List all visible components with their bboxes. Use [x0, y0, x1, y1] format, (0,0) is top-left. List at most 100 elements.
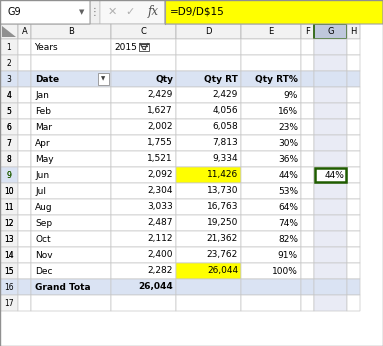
Text: 53%: 53% — [278, 186, 298, 195]
Bar — [241, 135, 301, 151]
Bar — [176, 215, 241, 231]
Text: 1,521: 1,521 — [147, 155, 173, 164]
Text: 4: 4 — [7, 91, 11, 100]
Bar — [301, 24, 314, 39]
Bar — [111, 119, 176, 135]
Bar — [241, 279, 301, 295]
Bar — [314, 215, 347, 231]
Bar — [0, 24, 18, 39]
Bar — [347, 151, 360, 167]
Text: Dec: Dec — [35, 266, 52, 275]
Text: 23,762: 23,762 — [207, 251, 238, 260]
Bar — [301, 71, 314, 87]
Text: 26,044: 26,044 — [207, 266, 238, 275]
Bar — [301, 263, 314, 279]
Bar — [111, 231, 176, 247]
Bar — [18, 183, 31, 199]
Bar — [31, 103, 111, 119]
Text: 7,813: 7,813 — [212, 138, 238, 147]
Bar — [111, 151, 176, 167]
Text: ⋮: ⋮ — [90, 7, 100, 17]
Bar — [347, 103, 360, 119]
Bar — [111, 135, 176, 151]
Text: 2,304: 2,304 — [147, 186, 173, 195]
Bar — [241, 295, 301, 311]
Bar — [347, 279, 360, 295]
Bar — [347, 215, 360, 231]
Text: 9: 9 — [7, 171, 11, 180]
Bar — [0, 279, 18, 295]
Bar — [18, 87, 31, 103]
Bar — [100, 0, 165, 24]
Text: 21,362: 21,362 — [207, 235, 238, 244]
Text: 44%: 44% — [324, 171, 344, 180]
Text: 17: 17 — [4, 299, 14, 308]
Bar — [176, 71, 241, 87]
Text: 2015: 2015 — [114, 43, 137, 52]
Text: =D9/D$15: =D9/D$15 — [170, 7, 225, 17]
Text: A: A — [21, 27, 27, 36]
Bar — [301, 215, 314, 231]
Bar — [314, 279, 347, 295]
Bar — [176, 183, 241, 199]
Text: 30%: 30% — [278, 138, 298, 147]
Bar — [18, 55, 31, 71]
Bar — [111, 199, 176, 215]
Bar — [347, 295, 360, 311]
Bar — [111, 39, 176, 55]
Bar — [176, 295, 241, 311]
Bar — [176, 119, 241, 135]
Text: Sep: Sep — [35, 219, 52, 228]
Text: 91%: 91% — [278, 251, 298, 260]
Bar — [176, 135, 241, 151]
Text: F: F — [305, 27, 310, 36]
Bar — [347, 199, 360, 215]
Polygon shape — [2, 26, 16, 37]
Text: 26,044: 26,044 — [138, 282, 173, 291]
Bar — [314, 87, 347, 103]
Bar — [98, 73, 109, 85]
Bar — [31, 263, 111, 279]
Bar — [314, 263, 347, 279]
Bar — [0, 103, 18, 119]
Bar — [31, 39, 111, 55]
Text: 74%: 74% — [278, 219, 298, 228]
Bar — [111, 183, 176, 199]
Text: 7: 7 — [7, 138, 11, 147]
Text: 64%: 64% — [278, 202, 298, 211]
Bar — [314, 151, 347, 167]
Bar — [176, 151, 241, 167]
Text: 4,056: 4,056 — [213, 107, 238, 116]
Text: 2,112: 2,112 — [147, 235, 173, 244]
Bar — [241, 119, 301, 135]
Bar — [301, 199, 314, 215]
Text: 13: 13 — [4, 235, 14, 244]
Bar — [31, 167, 111, 183]
Bar — [241, 151, 301, 167]
Text: 12: 12 — [4, 219, 14, 228]
Bar — [176, 39, 241, 55]
Text: Jun: Jun — [35, 171, 49, 180]
Text: Jan: Jan — [35, 91, 49, 100]
Text: May: May — [35, 155, 54, 164]
Text: 44%: 44% — [278, 171, 298, 180]
Bar — [176, 247, 241, 263]
Text: fx: fx — [147, 6, 159, 18]
Text: 1,755: 1,755 — [147, 138, 173, 147]
Text: 9,334: 9,334 — [213, 155, 238, 164]
Text: 11: 11 — [4, 202, 14, 211]
Bar — [176, 263, 241, 279]
Text: 2,429: 2,429 — [213, 91, 238, 100]
Bar — [0, 135, 18, 151]
Text: 2,429: 2,429 — [147, 91, 173, 100]
Bar — [314, 167, 347, 183]
Text: 2,282: 2,282 — [147, 266, 173, 275]
Bar — [347, 183, 360, 199]
Text: B: B — [68, 27, 74, 36]
Text: ✓: ✓ — [125, 7, 135, 17]
Bar — [314, 167, 347, 183]
Bar — [18, 71, 31, 87]
Text: 8: 8 — [7, 155, 11, 164]
Bar — [165, 0, 383, 24]
Bar — [176, 167, 241, 183]
